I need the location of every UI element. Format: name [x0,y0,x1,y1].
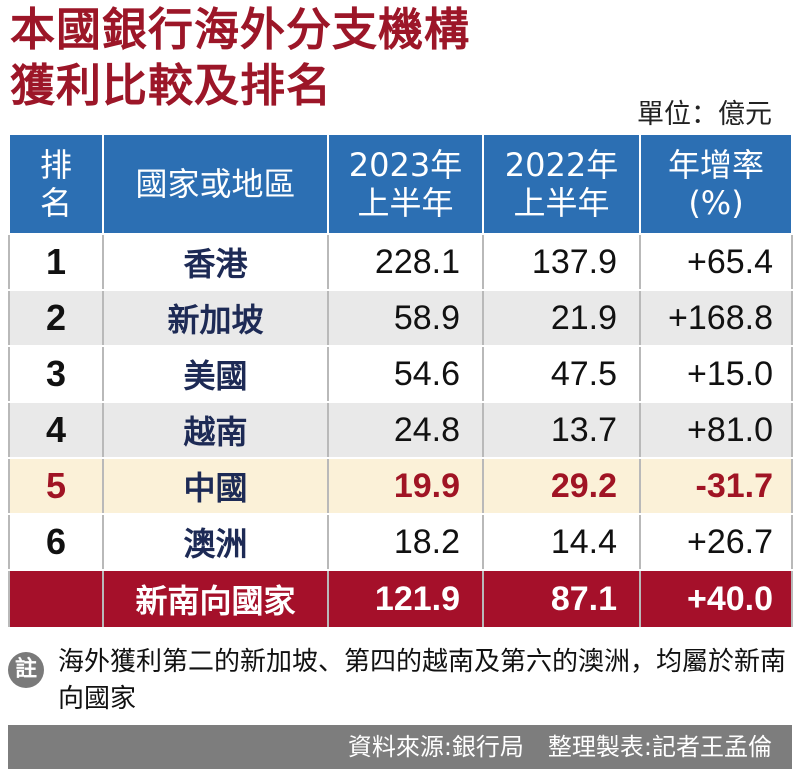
col-header-region: 國家或地區 [102,133,329,235]
growth-rate-cell: +65.4 [639,233,793,291]
growth-rate-cell: +26.7 [639,513,793,571]
table-header-row: 排 名 國家或地區 2023年 上半年 2022年 上半年 年增率 (%) [8,133,793,235]
value-2022-cell: 29.2 [482,457,641,515]
profit-table: 排 名 國家或地區 2023年 上半年 2022年 上半年 年增率 (%) 1 … [8,133,793,629]
region-cell: 越南 [102,401,329,459]
note-badge-icon: 註 [8,652,44,688]
note-text: 海外獲利第二的新加坡、第四的越南及第六的澳洲，均屬於新南向國家 [58,647,787,714]
growth-rate-cell: +15.0 [639,345,793,403]
value-2023-cell: 121.9 [327,569,484,629]
table-row: 1 香港 228.1 137.9 +65.4 [8,233,793,291]
source-credit: 資料來源:銀行局 整理製表:記者王孟倫 [8,725,792,769]
growth-rate-cell: +40.0 [639,569,793,629]
col-header-growth-line1: 年增率 [667,146,764,184]
col-header-2022-line2: 上半年 [513,184,610,222]
value-2023-cell: 58.9 [327,289,484,347]
region-cell: 香港 [102,233,329,291]
col-header-rank-line2: 名 [39,184,72,222]
region-cell: 澳洲 [102,513,329,571]
value-2023-cell: 19.9 [327,457,484,515]
unit-label: 單位：億元 [637,99,772,130]
value-2022-cell: 13.7 [482,401,641,459]
value-2022-cell: 47.5 [482,345,641,403]
rank-cell: 6 [8,513,104,571]
region-cell: 新南向國家 [102,569,329,629]
col-header-2023-line1: 2023年 [348,146,463,184]
col-header-growth-line2: (%) [688,184,744,222]
rank-cell: 1 [8,233,104,291]
rank-cell: 2 [8,289,104,347]
rank-cell: 3 [8,345,104,403]
title-line-1: 本國銀行海外分支機構 [10,3,471,56]
value-2023-cell: 228.1 [327,233,484,291]
col-header-2023: 2023年 上半年 [327,133,484,235]
total-row: 新南向國家 121.9 87.1 +40.0 [8,569,793,629]
col-header-region-line1: 國家或地區 [135,165,296,203]
growth-rate-cell: -31.7 [639,457,793,515]
value-2023-cell: 24.8 [327,401,484,459]
col-header-2023-line2: 上半年 [357,184,454,222]
table-row: 6 澳洲 18.2 14.4 +26.7 [8,513,793,571]
rank-cell: 5 [8,457,104,515]
col-header-rank-line1: 排 [39,146,72,184]
rank-cell [8,569,104,629]
region-cell: 美國 [102,345,329,403]
growth-rate-cell: +81.0 [639,401,793,459]
table-row: 3 美國 54.6 47.5 +15.0 [8,345,793,403]
rank-cell: 4 [8,401,104,459]
region-cell: 中國 [102,457,329,515]
value-2022-cell: 87.1 [482,569,641,629]
table-row-highlight: 5 中國 19.9 29.2 -31.7 [8,457,793,515]
value-2022-cell: 14.4 [482,513,641,571]
col-header-2022: 2022年 上半年 [482,133,641,235]
growth-rate-cell: +168.8 [639,289,793,347]
col-header-growth: 年增率 (%) [639,133,793,235]
value-2023-cell: 54.6 [327,345,484,403]
region-cell: 新加坡 [102,289,329,347]
table-row: 4 越南 24.8 13.7 +81.0 [8,401,793,459]
table-row: 2 新加坡 58.9 21.9 +168.8 [8,289,793,347]
value-2022-cell: 21.9 [482,289,641,347]
title-line-2: 獲利比較及排名 [10,59,333,112]
value-2023-cell: 18.2 [327,513,484,571]
col-header-2022-line1: 2022年 [504,146,619,184]
col-header-rank: 排 名 [8,133,104,235]
value-2022-cell: 137.9 [482,233,641,291]
